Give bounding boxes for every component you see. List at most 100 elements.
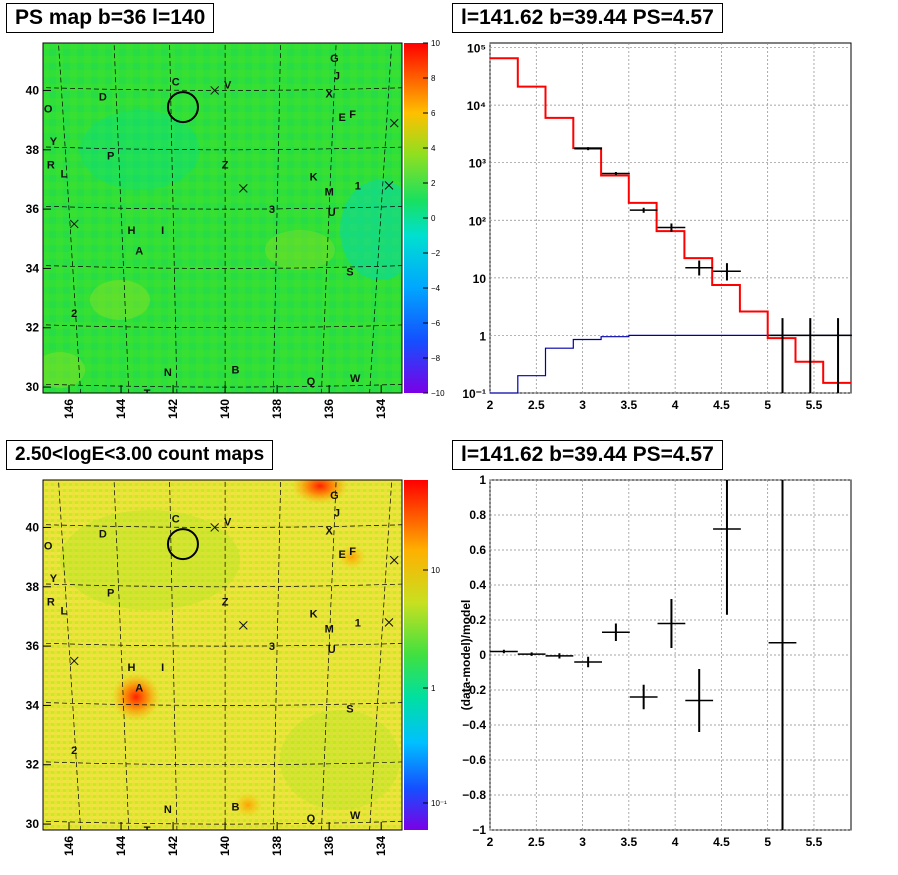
colorbar-tick-label: 6 (431, 109, 436, 118)
source-label: M (325, 623, 334, 635)
colorbar-tick-label: −8 (431, 354, 441, 363)
spectrum-y-tick-label: 10⁻¹ (462, 387, 486, 401)
source-label: Q (307, 376, 316, 388)
unlabeled-source-cross (210, 86, 220, 95)
source-label: H (127, 662, 135, 674)
residual-y-tick-label: −0.4 (462, 718, 486, 732)
map-y-tick-label: 36 (26, 639, 40, 653)
source-label: M (325, 186, 334, 198)
unlabeled-source-cross (384, 618, 394, 627)
map-x-tick-label: 142 (166, 836, 180, 856)
map-meridian (113, 43, 130, 393)
source-label: A (135, 683, 143, 695)
source-label: R (47, 597, 55, 609)
residual-y-tick-label: −0.2 (462, 683, 486, 697)
source-label: J (334, 71, 340, 83)
map-x-tick-label: 140 (218, 836, 232, 856)
map-y-tick-label: 38 (26, 580, 40, 594)
unlabeled-source-cross (238, 183, 248, 193)
count-map-title: 2.50<logE<3.00 count maps (6, 440, 274, 470)
source-label: X (325, 525, 333, 537)
map-parallel (43, 87, 402, 91)
source-label: O (44, 540, 53, 552)
target-circle (166, 528, 199, 561)
residual-x-tick-label: 4 (672, 835, 679, 849)
map-x-tick-label: 144 (114, 399, 128, 419)
residual-x-tick-label: 2.5 (528, 835, 545, 849)
map-x-tick-label: 140 (218, 399, 232, 419)
spectrum-x-tick-label: 2 (487, 398, 494, 412)
map-x-tick-label: 144 (114, 836, 128, 856)
source-label: 2 (71, 308, 77, 320)
spectrum-frame (489, 42, 852, 394)
map-y-tick-label: 30 (26, 817, 40, 831)
source-label: L (60, 169, 67, 181)
source-label: E (338, 112, 345, 124)
source-label: U (328, 644, 336, 656)
colorbar-tick-label: 8 (431, 74, 436, 83)
map-parallel (43, 265, 402, 269)
source-label: 1 (355, 617, 361, 629)
map-y-tick-label: 30 (26, 380, 40, 394)
source-label: Y (50, 573, 58, 585)
spectrum-x-tick-label: 4.5 (713, 398, 730, 412)
map-y-tick-label: 36 (26, 202, 40, 216)
unlabeled-source-cross (69, 656, 79, 666)
spectrum-y-tick-label: 10⁵ (467, 42, 486, 56)
source-label: I (161, 662, 164, 674)
map-y-tick-label: 34 (26, 698, 40, 712)
spectrum-x-tick-label: 5.5 (806, 398, 823, 412)
source-label: S (346, 266, 353, 278)
source-label: 1 (355, 180, 361, 192)
source-label: K (310, 171, 318, 183)
source-label: D (99, 91, 107, 103)
map-x-tick-label: 146 (62, 399, 76, 419)
map-meridian (272, 480, 282, 830)
map-x-tick-label: 146 (62, 836, 76, 856)
colorbar-tick-label: 10⁻¹ (431, 799, 447, 808)
source-label: D (99, 528, 107, 540)
map-x-tick-label: 134 (374, 836, 388, 856)
map-parallel (43, 583, 402, 588)
source-label: P (107, 151, 114, 163)
map-y-tick-label: 40 (26, 520, 40, 534)
source-label: T (144, 388, 151, 400)
residual-y-tick-label: 0.2 (469, 613, 486, 627)
ps-map-title: PS map b=36 l=140 (6, 3, 215, 33)
residual-x-tick-label: 5.5 (806, 835, 823, 849)
map-meridian (58, 43, 82, 393)
spectrum-x-tick-label: 3 (579, 398, 586, 412)
source-label: O (44, 103, 53, 115)
source-label: G (330, 53, 339, 65)
source-label: F (349, 546, 356, 558)
source-label: J (334, 508, 340, 520)
map-meridian (321, 43, 337, 393)
source-label: K (310, 608, 318, 620)
map-parallel (43, 324, 402, 329)
colorbar-tick-label: −10 (431, 389, 445, 398)
map-parallel (43, 146, 402, 151)
source-label: P (107, 588, 114, 600)
spectrum-x-tick-label: 4 (672, 398, 679, 412)
unlabeled-source-cross (384, 181, 394, 190)
spectrum-y-tick-label: 10⁴ (467, 99, 486, 113)
source-label: H (127, 225, 135, 237)
map-meridian (369, 43, 393, 393)
colorbar-tick-label: −6 (431, 319, 441, 328)
source-label: Y (50, 136, 58, 148)
unlabeled-source-cross (389, 555, 399, 565)
unlabeled-source-cross (210, 523, 220, 532)
source-label: 2 (71, 745, 77, 757)
spectrum-y-tick-label: 10² (469, 214, 486, 228)
ps-map-frame (42, 42, 403, 394)
residual-y-tick-label: −0.6 (462, 753, 486, 767)
ps-map-panel: G C V J D X O E F Y P Z RL K 1 M 3 U H I A S 2 N B Q W T 146 144 142 1… (26, 39, 445, 419)
spectrum-x-tick-label: 3.5 (621, 398, 638, 412)
spectrum-y-tick-label: 10³ (469, 157, 486, 171)
spectrum-x-tick-label: 2.5 (528, 398, 545, 412)
residual-y-tick-label: −1 (472, 823, 486, 837)
residual-y-tick-label: 0.4 (469, 578, 486, 592)
residual-x-tick-label: 5 (764, 835, 771, 849)
residual-y-tick-label: −0.8 (462, 788, 486, 802)
residual-y-tick-label: 0.8 (469, 508, 486, 522)
